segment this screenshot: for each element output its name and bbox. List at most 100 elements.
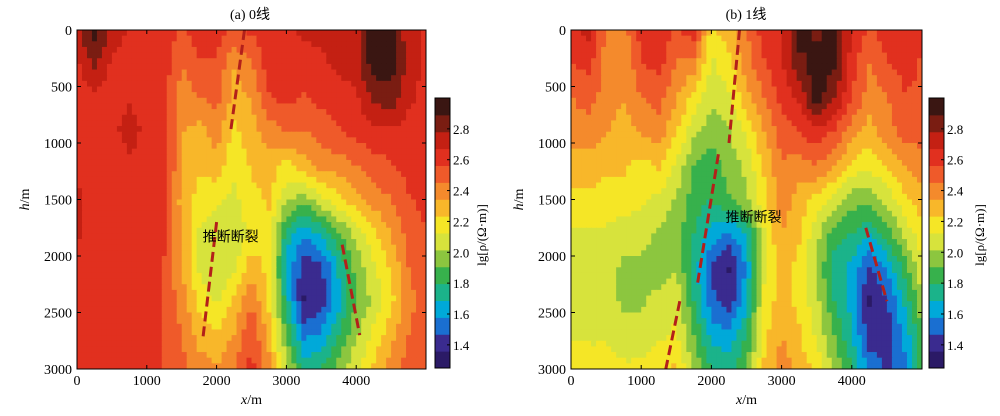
heatmap-cell <box>326 211 332 217</box>
heatmap-cell <box>651 81 657 87</box>
heatmap-cell <box>157 284 163 290</box>
heatmap-cell <box>102 233 108 239</box>
heatmap-cell <box>301 290 307 296</box>
heatmap-cell <box>416 143 422 149</box>
heatmap-cell <box>232 341 238 347</box>
heatmap-cell <box>252 177 258 183</box>
heatmap-cell <box>177 98 183 104</box>
heatmap-cell <box>671 41 677 47</box>
heatmap-cell <box>77 262 83 268</box>
heatmap-cell <box>401 137 407 143</box>
heatmap-cell <box>271 228 277 234</box>
heatmap-cell <box>232 183 238 189</box>
heatmap-cell <box>127 352 133 358</box>
heatmap-cell <box>232 352 238 358</box>
heatmap-cell <box>237 194 243 200</box>
heatmap-cell <box>237 36 243 42</box>
heatmap-cell <box>256 262 262 268</box>
heatmap-cell <box>586 41 592 47</box>
heatmap-cell <box>837 47 843 53</box>
heatmap-cell <box>127 149 133 155</box>
heatmap-cell <box>331 41 337 47</box>
heatmap-cell <box>887 30 893 36</box>
heatmap-cell <box>167 115 173 121</box>
heatmap-cell <box>341 183 347 189</box>
heatmap-cell <box>242 346 248 352</box>
heatmap-cell <box>872 47 878 53</box>
heatmap-cell <box>767 30 773 36</box>
heatmap-cell <box>127 222 133 228</box>
heatmap-cell <box>316 318 322 324</box>
heatmap-cell <box>696 41 702 47</box>
heatmap-cell <box>187 166 193 172</box>
heatmap-cell <box>137 58 143 64</box>
heatmap-cell <box>296 222 302 228</box>
heatmap-cell <box>252 358 258 364</box>
heatmap-cell <box>306 239 312 245</box>
heatmap-cell <box>247 341 253 347</box>
heatmap-cell <box>631 58 637 64</box>
heatmap-cell <box>356 53 362 59</box>
heatmap-cell <box>147 126 153 132</box>
heatmap-cell <box>227 335 233 341</box>
heatmap-cell <box>406 53 412 59</box>
heatmap-cell <box>87 53 93 59</box>
heatmap-cell <box>157 47 163 53</box>
heatmap-cell <box>261 346 267 352</box>
heatmap-cell <box>256 290 262 296</box>
heatmap-cell <box>242 313 248 319</box>
heatmap-cell <box>271 137 277 143</box>
colorbar-swatch <box>435 284 450 301</box>
heatmap-cell <box>291 132 297 138</box>
heatmap-cell <box>291 250 297 256</box>
heatmap-cell <box>112 341 118 347</box>
heatmap-cell <box>386 200 392 206</box>
heatmap-cell <box>346 70 352 76</box>
heatmap-cell <box>311 81 317 87</box>
heatmap-cell <box>281 335 287 341</box>
heatmap-cell <box>716 47 722 53</box>
heatmap-cell <box>696 70 702 76</box>
heatmap-cell <box>872 75 878 81</box>
heatmap-cell <box>217 64 223 70</box>
heatmap-cell <box>411 87 417 93</box>
colorbar-tick-label: 2.8 <box>453 122 469 137</box>
heatmap-cell <box>187 75 193 81</box>
heatmap-cell <box>291 98 297 104</box>
heatmap-cell <box>907 70 913 76</box>
heatmap-cell <box>97 205 103 211</box>
heatmap-cell <box>87 47 93 53</box>
heatmap-cell <box>92 154 98 160</box>
heatmap-cell <box>182 267 188 273</box>
heatmap-cell <box>386 358 392 364</box>
heatmap-cell <box>122 211 128 217</box>
heatmap-cell <box>197 335 203 341</box>
heatmap-cell <box>137 81 143 87</box>
heatmap-cell <box>837 30 843 36</box>
y-tick-label: 500 <box>51 81 72 96</box>
heatmap-cell <box>177 183 183 189</box>
heatmap-cell <box>401 352 407 358</box>
heatmap-cell <box>346 126 352 132</box>
heatmap-cell <box>157 188 163 194</box>
heatmap-cell <box>112 279 118 285</box>
heatmap-cell <box>252 30 258 36</box>
heatmap-cell <box>127 346 133 352</box>
heatmap-cell <box>202 352 208 358</box>
heatmap-cell <box>117 200 123 206</box>
heatmap-cell <box>361 98 367 104</box>
heatmap-cell <box>92 358 98 364</box>
heatmap-cell <box>311 53 317 59</box>
heatmap-cell <box>356 341 362 347</box>
heatmap-cell <box>576 47 582 53</box>
heatmap-cell <box>122 313 128 319</box>
heatmap-cell <box>716 53 722 59</box>
heatmap-cell <box>162 154 168 160</box>
heatmap-cell <box>172 205 178 211</box>
heatmap-cell <box>381 256 387 262</box>
heatmap-cell <box>907 53 913 59</box>
heatmap-cell <box>656 30 662 36</box>
heatmap-cell <box>207 171 213 177</box>
heatmap-cell <box>291 120 297 126</box>
heatmap-cell <box>256 284 262 290</box>
